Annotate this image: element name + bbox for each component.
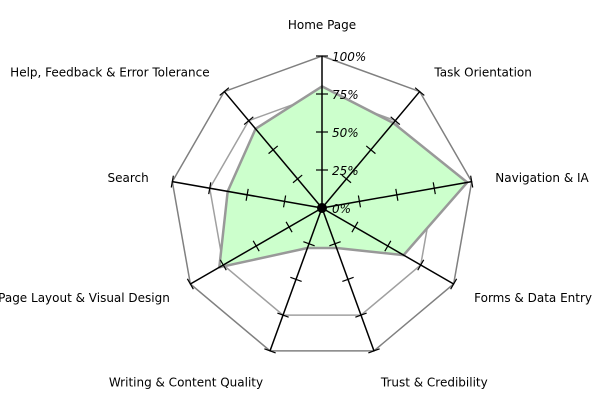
axis-tick [390, 116, 401, 125]
axis-tick [470, 175, 474, 188]
axis-tick [285, 221, 293, 233]
axis-tick [414, 87, 425, 96]
category-label: Home Page [288, 18, 356, 32]
axis-tick [268, 145, 279, 155]
axis-tick [303, 241, 315, 247]
axis-tick [264, 348, 276, 354]
axis-tick [368, 348, 380, 354]
axis-tick [243, 116, 254, 125]
radial-tick-label: 50% [332, 126, 359, 140]
axis-tick [365, 145, 376, 155]
category-label: Help, Feedback & Error Tolerance [10, 66, 209, 80]
axis-tick [450, 278, 458, 290]
category-labels: Home Page Task Orientation Navigation & IA… [0, 18, 592, 389]
category-label: Navigation & IA [495, 171, 589, 185]
axis-tick [384, 240, 392, 252]
radial-tick-label: 0% [332, 202, 351, 216]
radial-tick-labels: 0% 25% 50% 75% 100% [332, 50, 366, 216]
radial-tick-label: 100% [332, 50, 366, 64]
axis-tick [357, 195, 362, 208]
axis-tick [355, 312, 367, 318]
category-label: Forms & Data Entry [474, 291, 592, 305]
axis-tick [245, 188, 249, 201]
axis-tick [186, 278, 194, 290]
center-dot [317, 203, 327, 213]
radial-tick-label: 75% [332, 88, 359, 102]
axis-tick [395, 188, 399, 201]
axis-tick [432, 182, 436, 195]
axis-tick [170, 175, 174, 188]
axis-tick [219, 87, 230, 96]
axis-tick [292, 174, 303, 184]
category-label: Writing & Content Quality [109, 375, 263, 389]
grid-ring-100 [171, 55, 473, 352]
axis-spokes [170, 55, 474, 354]
category-label: Trust & Credibility [380, 375, 488, 389]
axis-tick [219, 259, 227, 271]
category-label: Task Orientation [433, 66, 531, 80]
axis-tick [208, 182, 212, 195]
axis-tick [277, 312, 289, 318]
category-label: Page Layout & Visual Design [0, 291, 170, 305]
axis-tick [290, 276, 302, 283]
axis-tick [417, 259, 425, 271]
axis-tick [341, 174, 352, 184]
category-label: Search [107, 171, 148, 185]
axis-tick [252, 240, 260, 252]
axis-tick [351, 221, 359, 233]
radial-tick-label: 25% [332, 164, 359, 178]
axis-tick [329, 241, 341, 247]
axis-tick [282, 195, 287, 208]
axis-tick [342, 276, 354, 283]
